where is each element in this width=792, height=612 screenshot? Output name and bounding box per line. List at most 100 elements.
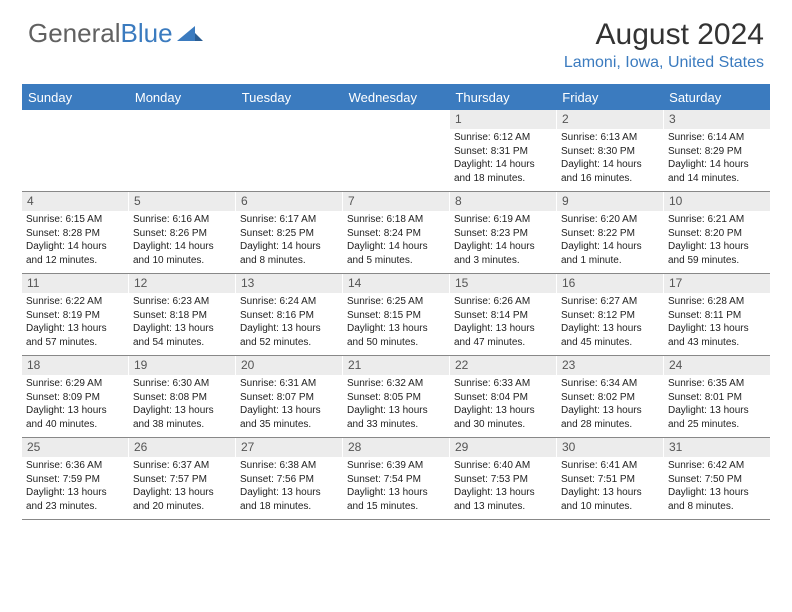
daylight-line: Daylight: 13 hours and 40 minutes.	[26, 404, 124, 431]
day-number: 2	[557, 110, 663, 129]
day-number: 20	[236, 356, 342, 375]
day-cell: 23Sunrise: 6:34 AMSunset: 8:02 PMDayligh…	[557, 356, 664, 437]
sunrise-line: Sunrise: 6:17 AM	[240, 213, 338, 227]
day-details: Sunrise: 6:23 AMSunset: 8:18 PMDaylight:…	[129, 293, 235, 355]
sunset-line: Sunset: 8:25 PM	[240, 227, 338, 241]
daylight-line: Daylight: 14 hours and 16 minutes.	[561, 158, 659, 185]
daylight-line: Daylight: 14 hours and 18 minutes.	[454, 158, 552, 185]
sunrise-line: Sunrise: 6:32 AM	[347, 377, 445, 391]
logo-text-blue: Blue	[121, 18, 173, 49]
day-cell: 30Sunrise: 6:41 AMSunset: 7:51 PMDayligh…	[557, 438, 664, 519]
day-details: Sunrise: 6:31 AMSunset: 8:07 PMDaylight:…	[236, 375, 342, 437]
sunset-line: Sunset: 7:57 PM	[133, 473, 231, 487]
sunrise-line: Sunrise: 6:26 AM	[454, 295, 552, 309]
day-number: 14	[343, 274, 449, 293]
day-cell: 2Sunrise: 6:13 AMSunset: 8:30 PMDaylight…	[557, 110, 664, 191]
day-cell: 1Sunrise: 6:12 AMSunset: 8:31 PMDaylight…	[450, 110, 557, 191]
daylight-line: Daylight: 13 hours and 43 minutes.	[668, 322, 766, 349]
day-cell: 9Sunrise: 6:20 AMSunset: 8:22 PMDaylight…	[557, 192, 664, 273]
location-label: Lamoni, Iowa, United States	[564, 54, 764, 72]
daylight-line: Daylight: 14 hours and 5 minutes.	[347, 240, 445, 267]
weekday-sunday: Sunday	[22, 86, 129, 110]
sunset-line: Sunset: 8:28 PM	[26, 227, 124, 241]
sunrise-line: Sunrise: 6:41 AM	[561, 459, 659, 473]
day-details: Sunrise: 6:33 AMSunset: 8:04 PMDaylight:…	[450, 375, 556, 437]
day-details: Sunrise: 6:21 AMSunset: 8:20 PMDaylight:…	[664, 211, 770, 273]
day-number: 30	[557, 438, 663, 457]
day-details: Sunrise: 6:25 AMSunset: 8:15 PMDaylight:…	[343, 293, 449, 355]
weekday-monday: Monday	[129, 86, 236, 110]
daylight-line: Daylight: 13 hours and 54 minutes.	[133, 322, 231, 349]
day-number: 8	[450, 192, 556, 211]
sunset-line: Sunset: 8:04 PM	[454, 391, 552, 405]
day-details	[22, 129, 128, 189]
day-cell: 20Sunrise: 6:31 AMSunset: 8:07 PMDayligh…	[236, 356, 343, 437]
day-cell: 17Sunrise: 6:28 AMSunset: 8:11 PMDayligh…	[664, 274, 770, 355]
weekday-saturday: Saturday	[663, 86, 770, 110]
daylight-line: Daylight: 14 hours and 1 minute.	[561, 240, 659, 267]
sunset-line: Sunset: 8:11 PM	[668, 309, 766, 323]
day-cell: 14Sunrise: 6:25 AMSunset: 8:15 PMDayligh…	[343, 274, 450, 355]
daylight-line: Daylight: 13 hours and 59 minutes.	[668, 240, 766, 267]
daylight-line: Daylight: 14 hours and 3 minutes.	[454, 240, 552, 267]
sunset-line: Sunset: 7:51 PM	[561, 473, 659, 487]
daylight-line: Daylight: 13 hours and 15 minutes.	[347, 486, 445, 513]
day-details: Sunrise: 6:14 AMSunset: 8:29 PMDaylight:…	[664, 129, 770, 191]
sunset-line: Sunset: 8:09 PM	[26, 391, 124, 405]
day-number: 23	[557, 356, 663, 375]
week-row: 1Sunrise: 6:12 AMSunset: 8:31 PMDaylight…	[22, 110, 770, 192]
sunset-line: Sunset: 8:15 PM	[347, 309, 445, 323]
sunrise-line: Sunrise: 6:42 AM	[668, 459, 766, 473]
daylight-line: Daylight: 14 hours and 14 minutes.	[668, 158, 766, 185]
day-cell: 5Sunrise: 6:16 AMSunset: 8:26 PMDaylight…	[129, 192, 236, 273]
sunrise-line: Sunrise: 6:25 AM	[347, 295, 445, 309]
day-cell: 18Sunrise: 6:29 AMSunset: 8:09 PMDayligh…	[22, 356, 129, 437]
day-cell: 28Sunrise: 6:39 AMSunset: 7:54 PMDayligh…	[343, 438, 450, 519]
daylight-line: Daylight: 13 hours and 23 minutes.	[26, 486, 124, 513]
day-number: 11	[22, 274, 128, 293]
day-details	[343, 129, 449, 189]
sunrise-line: Sunrise: 6:24 AM	[240, 295, 338, 309]
day-cell: 15Sunrise: 6:26 AMSunset: 8:14 PMDayligh…	[450, 274, 557, 355]
day-number: 4	[22, 192, 128, 211]
day-cell: 27Sunrise: 6:38 AMSunset: 7:56 PMDayligh…	[236, 438, 343, 519]
week-row: 4Sunrise: 6:15 AMSunset: 8:28 PMDaylight…	[22, 192, 770, 274]
day-details	[236, 129, 342, 189]
sunset-line: Sunset: 8:22 PM	[561, 227, 659, 241]
day-cell: 22Sunrise: 6:33 AMSunset: 8:04 PMDayligh…	[450, 356, 557, 437]
day-cell: 16Sunrise: 6:27 AMSunset: 8:12 PMDayligh…	[557, 274, 664, 355]
daylight-line: Daylight: 13 hours and 35 minutes.	[240, 404, 338, 431]
sunset-line: Sunset: 8:30 PM	[561, 145, 659, 159]
daylight-line: Daylight: 14 hours and 10 minutes.	[133, 240, 231, 267]
sunset-line: Sunset: 8:12 PM	[561, 309, 659, 323]
day-details: Sunrise: 6:20 AMSunset: 8:22 PMDaylight:…	[557, 211, 663, 273]
day-number	[236, 110, 342, 129]
sunrise-line: Sunrise: 6:33 AM	[454, 377, 552, 391]
sunrise-line: Sunrise: 6:14 AM	[668, 131, 766, 145]
day-details: Sunrise: 6:17 AMSunset: 8:25 PMDaylight:…	[236, 211, 342, 273]
day-number: 19	[129, 356, 235, 375]
day-number: 6	[236, 192, 342, 211]
sunset-line: Sunset: 8:29 PM	[668, 145, 766, 159]
day-number: 13	[236, 274, 342, 293]
day-number: 5	[129, 192, 235, 211]
sunrise-line: Sunrise: 6:23 AM	[133, 295, 231, 309]
sunrise-line: Sunrise: 6:16 AM	[133, 213, 231, 227]
sunrise-line: Sunrise: 6:39 AM	[347, 459, 445, 473]
day-cell: 26Sunrise: 6:37 AMSunset: 7:57 PMDayligh…	[129, 438, 236, 519]
weekday-thursday: Thursday	[449, 86, 556, 110]
day-cell: 3Sunrise: 6:14 AMSunset: 8:29 PMDaylight…	[664, 110, 770, 191]
sunrise-line: Sunrise: 6:15 AM	[26, 213, 124, 227]
day-cell: 19Sunrise: 6:30 AMSunset: 8:08 PMDayligh…	[129, 356, 236, 437]
day-cell: 7Sunrise: 6:18 AMSunset: 8:24 PMDaylight…	[343, 192, 450, 273]
day-details: Sunrise: 6:15 AMSunset: 8:28 PMDaylight:…	[22, 211, 128, 273]
sunrise-line: Sunrise: 6:29 AM	[26, 377, 124, 391]
sunrise-line: Sunrise: 6:19 AM	[454, 213, 552, 227]
day-number: 17	[664, 274, 770, 293]
day-details: Sunrise: 6:18 AMSunset: 8:24 PMDaylight:…	[343, 211, 449, 273]
sunset-line: Sunset: 7:56 PM	[240, 473, 338, 487]
sunset-line: Sunset: 7:59 PM	[26, 473, 124, 487]
sunset-line: Sunset: 8:05 PM	[347, 391, 445, 405]
daylight-line: Daylight: 13 hours and 28 minutes.	[561, 404, 659, 431]
sunrise-line: Sunrise: 6:12 AM	[454, 131, 552, 145]
